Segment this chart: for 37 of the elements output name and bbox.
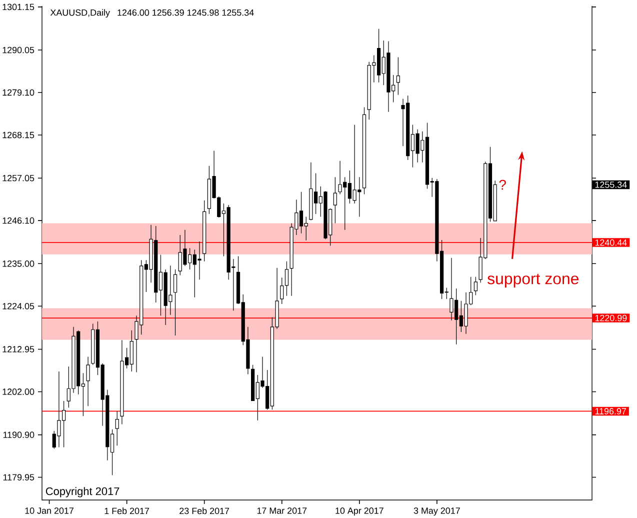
x-tick-label: 10 Apr 2017: [336, 508, 384, 516]
ref-line-label: 1196.97: [595, 408, 626, 414]
y-tick-label: 1179.95: [3, 474, 34, 480]
ref-line-label: 1240.44: [595, 239, 627, 246]
chart-subtitle: 1246.00 1256.39 1245.98 1255.34: [118, 9, 254, 16]
candlestick: [280, 277, 284, 304]
y-tick-label: 1212.95: [2, 346, 34, 352]
candlestick: [202, 200, 206, 262]
y-tick-label: 1279.10: [2, 89, 34, 96]
y-tick-label: 1202.00: [2, 388, 34, 395]
y-tick-label: 1224.05: [2, 302, 34, 310]
candlestick: [173, 269, 178, 336]
candlestick: [115, 410, 119, 446]
candlestick: [474, 276, 478, 296]
text: 1255.34: [595, 182, 627, 188]
annotation: Copyright 2017: [46, 487, 120, 498]
y-tick-label: 1257.05: [2, 174, 34, 182]
chart-title: XAUUSD,Daily: [50, 9, 110, 18]
x-tick-label: 17 Mar 2017: [257, 508, 307, 514]
candlestick: [396, 56, 400, 96]
y-tick-label: 1290.05: [2, 46, 34, 54]
candlestick: [362, 106, 366, 194]
y-tick-label: 1190.90: [3, 432, 34, 438]
y-tick-label: 1301.15: [2, 4, 34, 10]
y-tick-label: 1235.00: [2, 260, 34, 267]
candlestick: [333, 176, 337, 224]
annotation: support zone: [488, 274, 579, 288]
text: ?: [499, 180, 506, 190]
y-tick-label: 1246.10: [2, 217, 34, 224]
candlestick: [284, 261, 289, 296]
x-tick-label: 10 Jan 2017: [25, 508, 74, 514]
x-tick-label: 3 May 2017: [414, 508, 460, 516]
x-tick-label: 1 Feb 2017: [104, 508, 150, 514]
ref-line-label: 1220.99: [595, 314, 627, 322]
y-tick-label: 1268.15: [2, 132, 34, 138]
candlestick: [86, 356, 90, 406]
x-tick-label: 23 Feb 2017: [180, 508, 230, 514]
